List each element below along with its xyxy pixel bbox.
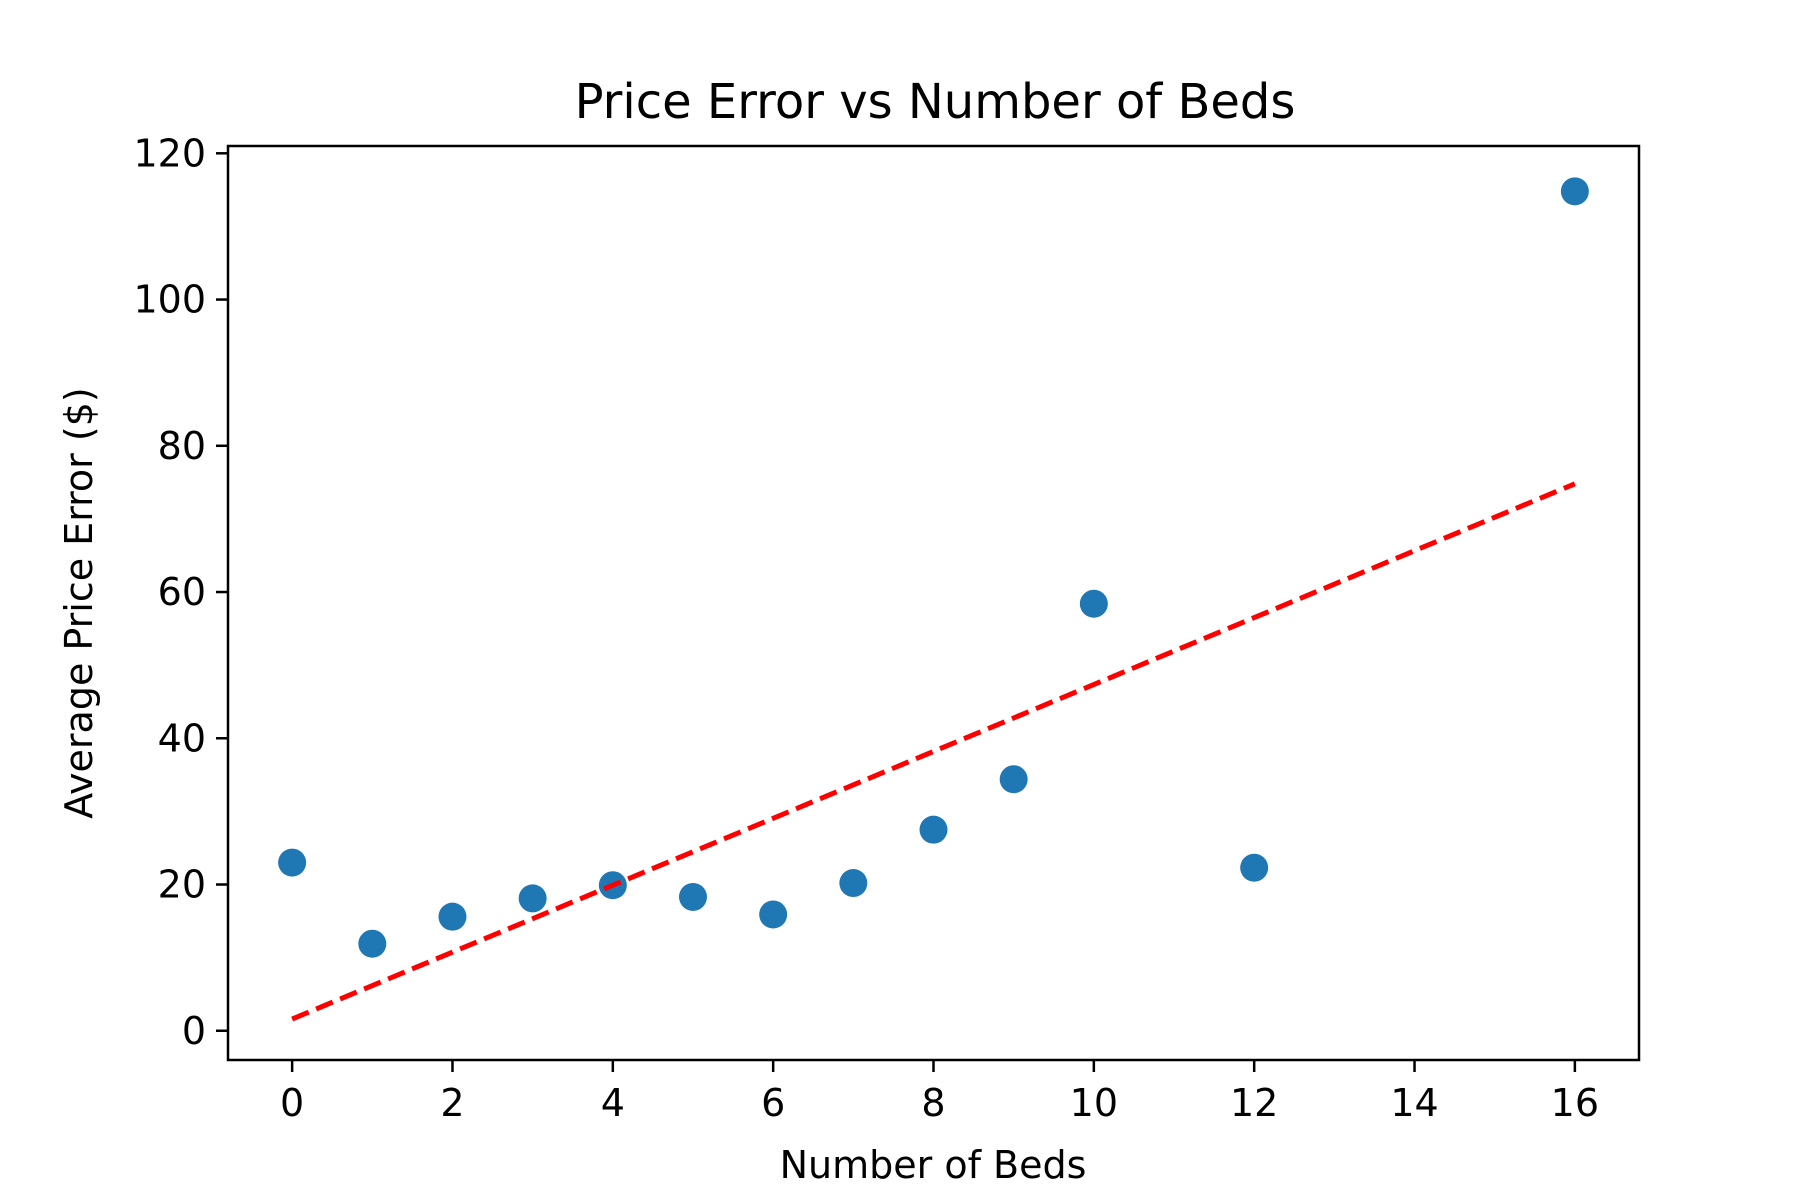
x-tick-label: 14	[1390, 1081, 1438, 1125]
x-tick-label: 4	[601, 1081, 625, 1125]
plot-area	[278, 177, 1589, 1022]
y-tick-label: 40	[158, 716, 206, 760]
x-tick-label: 2	[440, 1081, 464, 1125]
x-tick-label: 0	[280, 1081, 304, 1125]
data-point-2	[438, 902, 467, 931]
data-point-5	[678, 882, 707, 911]
data-point-9	[999, 765, 1028, 794]
y-tick-label: 0	[182, 1009, 206, 1053]
data-point-11	[1240, 853, 1269, 882]
x-tick-label: 8	[921, 1081, 945, 1125]
data-point-0	[278, 848, 307, 877]
x-axis: 0 2 4 6 8 10 12 14 16	[280, 1060, 1599, 1125]
data-point-8	[919, 815, 948, 844]
plot-frame	[226, 144, 1641, 1062]
x-tick-label: 16	[1551, 1081, 1599, 1125]
y-axis-label: Average Price Error ($)	[57, 387, 101, 818]
y-tick-label: 120	[133, 131, 206, 175]
x-axis-label: Number of Beds	[780, 1143, 1087, 1187]
y-axis: 0 20 40 60 80 100 120	[133, 131, 228, 1053]
data-point-6	[759, 900, 788, 929]
data-point-7	[839, 869, 868, 898]
y-tick-label: 100	[133, 278, 206, 322]
chart-title: Price Error vs Number of Beds	[575, 74, 1296, 130]
y-tick-label: 20	[158, 863, 206, 907]
y-tick-label: 80	[158, 424, 206, 468]
data-point-3	[518, 884, 547, 913]
y-tick-label: 60	[158, 570, 206, 614]
data-point-10	[1079, 589, 1108, 618]
x-tick-label: 6	[761, 1081, 785, 1125]
data-point-12	[1560, 177, 1589, 206]
trend-line	[291, 481, 1576, 1022]
data-point-1	[358, 929, 387, 958]
x-tick-label: 10	[1070, 1081, 1118, 1125]
x-tick-label: 12	[1230, 1081, 1278, 1125]
